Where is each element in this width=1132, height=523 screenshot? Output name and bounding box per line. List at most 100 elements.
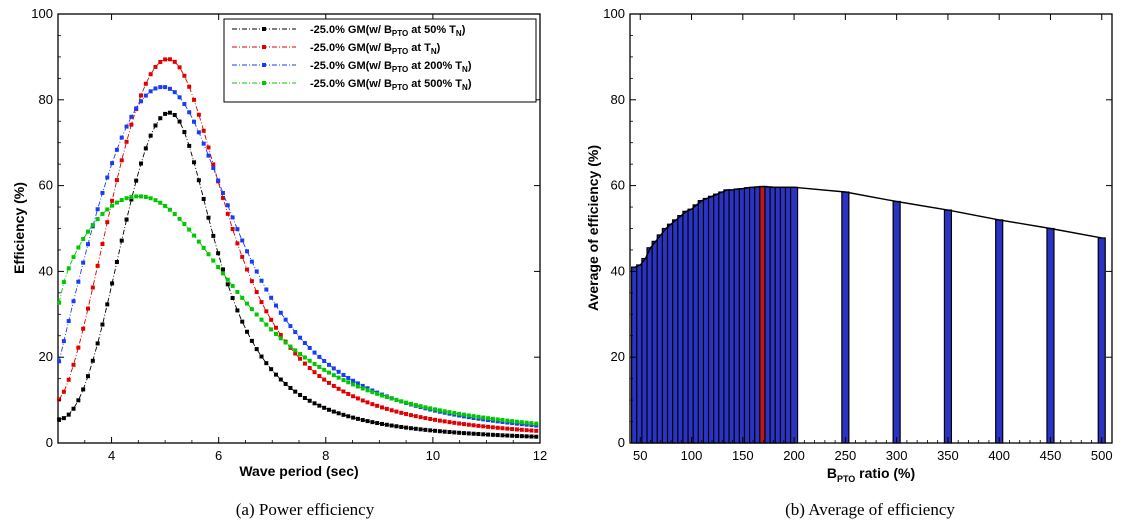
data-point	[240, 238, 245, 243]
data-point	[466, 431, 471, 436]
data-point	[423, 416, 428, 421]
data-point	[288, 344, 293, 349]
data-point	[230, 227, 235, 232]
data-point	[105, 302, 110, 307]
data-point	[278, 377, 283, 382]
data-point	[172, 113, 177, 118]
data-point	[418, 427, 423, 432]
y-tick-label-a: 60	[39, 178, 53, 193]
data-point	[514, 427, 519, 432]
x-tick-label-b: 300	[886, 448, 908, 463]
data-point	[148, 196, 153, 201]
y-tick-label-a: 0	[46, 435, 53, 450]
data-point	[452, 411, 457, 416]
data-point	[259, 354, 264, 359]
data-point	[471, 423, 476, 428]
data-point	[317, 374, 322, 379]
data-point	[143, 93, 148, 98]
data-point	[476, 432, 481, 437]
data-point	[355, 384, 360, 389]
data-point	[206, 145, 211, 150]
y-tick-label-a: 100	[31, 6, 53, 21]
x-tick-label-b: 100	[681, 448, 703, 463]
data-point	[153, 123, 158, 128]
data-point	[245, 301, 250, 306]
data-point	[346, 391, 351, 396]
data-point	[423, 405, 428, 410]
data-point	[351, 394, 356, 399]
data-point	[336, 369, 341, 374]
data-point	[196, 112, 201, 117]
data-point	[192, 119, 197, 124]
data-point	[408, 401, 413, 406]
data-point	[437, 418, 442, 423]
data-point	[76, 245, 81, 250]
x-tick-label-b: 350	[937, 448, 959, 463]
data-point	[196, 130, 201, 135]
x-tick-label-b: 150	[732, 448, 754, 463]
data-point	[192, 160, 197, 165]
data-point	[326, 362, 331, 367]
data-point	[500, 418, 505, 423]
data-point	[534, 434, 539, 439]
data-point	[114, 260, 119, 265]
legend-swatch-marker	[262, 45, 266, 49]
data-point	[283, 317, 288, 322]
data-point	[288, 385, 293, 390]
data-point	[500, 433, 505, 438]
data-point	[476, 414, 481, 419]
data-point	[254, 290, 259, 295]
data-point	[351, 415, 356, 420]
data-point	[331, 373, 336, 378]
data-point	[466, 413, 471, 418]
data-point	[177, 216, 182, 221]
data-point	[105, 207, 110, 212]
data-point	[235, 308, 240, 313]
data-point	[457, 411, 462, 416]
legend-label: -25.0% GM(w/ BPTO at 500% TN)	[310, 78, 472, 92]
data-point	[182, 102, 187, 107]
x-tick-label-a: 12	[533, 448, 547, 463]
data-point	[346, 414, 351, 419]
data-point	[167, 207, 172, 212]
data-point	[404, 425, 409, 430]
data-point	[433, 428, 438, 433]
series-0	[57, 110, 539, 439]
data-point	[139, 93, 144, 98]
data-point	[293, 330, 298, 335]
data-point	[394, 424, 399, 429]
data-point	[380, 421, 385, 426]
data-point	[302, 361, 307, 366]
data-point	[114, 200, 119, 205]
data-point	[486, 432, 491, 437]
data-point	[206, 252, 211, 257]
data-point	[505, 433, 510, 438]
data-point	[110, 203, 115, 208]
data-point	[196, 239, 201, 244]
data-point	[278, 336, 283, 341]
data-point	[220, 271, 225, 276]
data-point	[124, 217, 129, 222]
data-point	[312, 401, 317, 406]
x-axis-title-b: BPTO ratio (%)	[827, 465, 915, 484]
data-point	[66, 319, 71, 324]
data-point	[370, 420, 375, 425]
y-tick-label-a: 20	[39, 349, 53, 364]
data-point	[211, 165, 216, 170]
data-point	[71, 362, 76, 367]
data-point	[230, 215, 235, 220]
data-point	[90, 285, 95, 290]
data-point	[466, 422, 471, 427]
data-point	[124, 196, 129, 201]
data-point	[394, 409, 399, 414]
data-point	[163, 57, 168, 62]
data-point	[249, 307, 254, 312]
data-point	[442, 409, 447, 414]
data-point	[428, 428, 433, 433]
data-point	[225, 203, 230, 208]
data-point	[71, 299, 76, 304]
y-axis-title-a: Efficiency (%)	[11, 182, 27, 274]
series-line-0	[58, 112, 537, 438]
data-point	[211, 258, 216, 263]
y-tick-label-b: 40	[611, 263, 625, 278]
